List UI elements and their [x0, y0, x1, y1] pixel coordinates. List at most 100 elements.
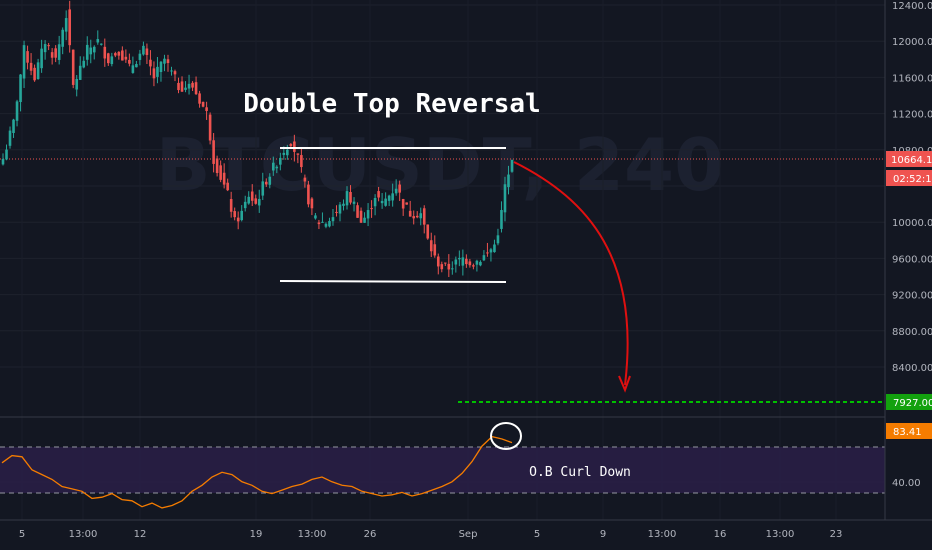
time-tick-label: 19 — [250, 529, 263, 540]
candle-body — [475, 260, 479, 265]
candle-body — [215, 158, 219, 174]
candle-body — [426, 224, 430, 239]
candle-body — [271, 162, 275, 171]
candle-body — [254, 198, 258, 204]
candle-body — [387, 195, 391, 201]
candle-body — [64, 18, 68, 32]
pattern-title: Double Top Reversal — [243, 89, 540, 119]
candle-body — [373, 197, 377, 207]
candle-body — [257, 198, 261, 206]
candle-body — [493, 244, 496, 253]
candle-body — [78, 65, 82, 80]
candle-body — [212, 140, 215, 164]
price-tick-label: 10000.00 — [892, 218, 932, 229]
candle-body — [398, 184, 401, 193]
time-tick-label: 12 — [134, 529, 147, 540]
candle-body — [436, 256, 440, 267]
candle-body — [15, 101, 19, 121]
last-price-badge — [886, 151, 932, 167]
candle-body — [233, 211, 236, 218]
candle-body — [289, 143, 293, 147]
candle-body — [282, 152, 286, 155]
candle-body — [68, 9, 71, 46]
candle-body — [243, 201, 247, 209]
candle-body — [370, 208, 373, 210]
candle-body — [314, 215, 317, 219]
candle-body — [429, 240, 433, 252]
candle-body — [496, 235, 500, 244]
rsi-value-badge — [886, 423, 932, 439]
candle-body — [43, 44, 47, 53]
candle-body — [163, 58, 166, 64]
candle-body — [5, 149, 8, 160]
candle-body — [99, 43, 103, 45]
projection-arrow — [513, 161, 629, 386]
candle-body — [405, 202, 408, 205]
candle-body — [500, 210, 503, 229]
candle-body — [205, 107, 208, 111]
candle-body — [303, 177, 307, 182]
candle-body — [145, 48, 149, 55]
candle-body — [380, 200, 384, 204]
candle-body — [131, 65, 135, 73]
countdown-label: 02:52:16 — [893, 174, 932, 185]
price-tick-label: 11200.00 — [892, 110, 932, 121]
candle-body — [468, 261, 472, 266]
candle-body — [152, 68, 156, 79]
candle-body — [184, 87, 187, 90]
candle-body — [503, 184, 507, 213]
price-grid — [0, 4, 885, 483]
time-tick-label: 13:00 — [69, 529, 98, 540]
time-grid — [21, 0, 837, 520]
candle-body — [479, 261, 482, 266]
candle-body — [412, 216, 416, 219]
candle-body — [187, 83, 191, 89]
candle-body — [33, 67, 36, 81]
candle-body — [124, 56, 128, 60]
candle-body — [156, 66, 159, 77]
candle-body — [110, 56, 114, 65]
candle-body — [54, 48, 57, 58]
candle-body — [180, 81, 184, 92]
time-tick-label: Sep — [459, 529, 478, 540]
candle-body — [454, 259, 458, 265]
candle-body — [22, 45, 26, 79]
time-tick-label: 9 — [600, 529, 606, 540]
rsi-line — [1, 435, 513, 509]
candle-body — [307, 184, 310, 205]
time-tick-label: 13:00 — [298, 529, 327, 540]
candle-body — [324, 223, 328, 227]
candle-body — [198, 93, 201, 104]
price-tick-label: 8800.00 — [892, 327, 932, 338]
candle-body — [173, 71, 177, 75]
candle-body — [240, 210, 244, 221]
candle-body — [222, 172, 226, 185]
target-label: 7927.00 — [893, 398, 932, 409]
candle-body — [26, 51, 29, 63]
candle-body — [236, 217, 240, 222]
candle-body — [138, 53, 142, 60]
candle-body — [444, 262, 447, 264]
candle-body — [356, 205, 359, 218]
candle-body — [12, 119, 15, 134]
candle-body — [451, 268, 454, 270]
candle-body — [128, 59, 131, 64]
candle-body — [201, 101, 205, 107]
candle-body — [352, 201, 356, 204]
time-axis[interactable]: 5 13:00 12 19 13:00 26 Sep 5 9 13:00 16 13:00 23 — [19, 529, 843, 540]
projection-arrowhead — [618, 375, 631, 393]
candle-body — [366, 210, 370, 219]
candle-body — [440, 264, 444, 270]
candle-body — [1, 158, 5, 165]
target-badge — [886, 394, 932, 410]
candle-body — [50, 52, 54, 58]
time-tick-label: 5 — [534, 529, 540, 540]
candle-body — [472, 265, 475, 267]
candle-body — [489, 249, 493, 253]
candle-body — [194, 82, 198, 95]
candle-body — [342, 203, 345, 206]
time-tick-label: 23 — [830, 529, 843, 540]
candle-body — [345, 191, 349, 206]
candle-body — [89, 47, 93, 55]
